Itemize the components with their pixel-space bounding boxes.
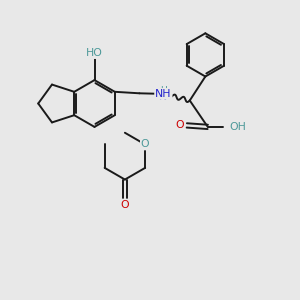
Text: NH: NH: [155, 89, 172, 99]
Text: O: O: [121, 200, 129, 210]
Text: O: O: [141, 140, 149, 149]
Text: O: O: [176, 120, 184, 130]
Text: N: N: [159, 92, 167, 102]
Text: H: H: [160, 86, 167, 95]
Text: OH: OH: [230, 122, 246, 132]
Text: HO: HO: [86, 48, 103, 58]
